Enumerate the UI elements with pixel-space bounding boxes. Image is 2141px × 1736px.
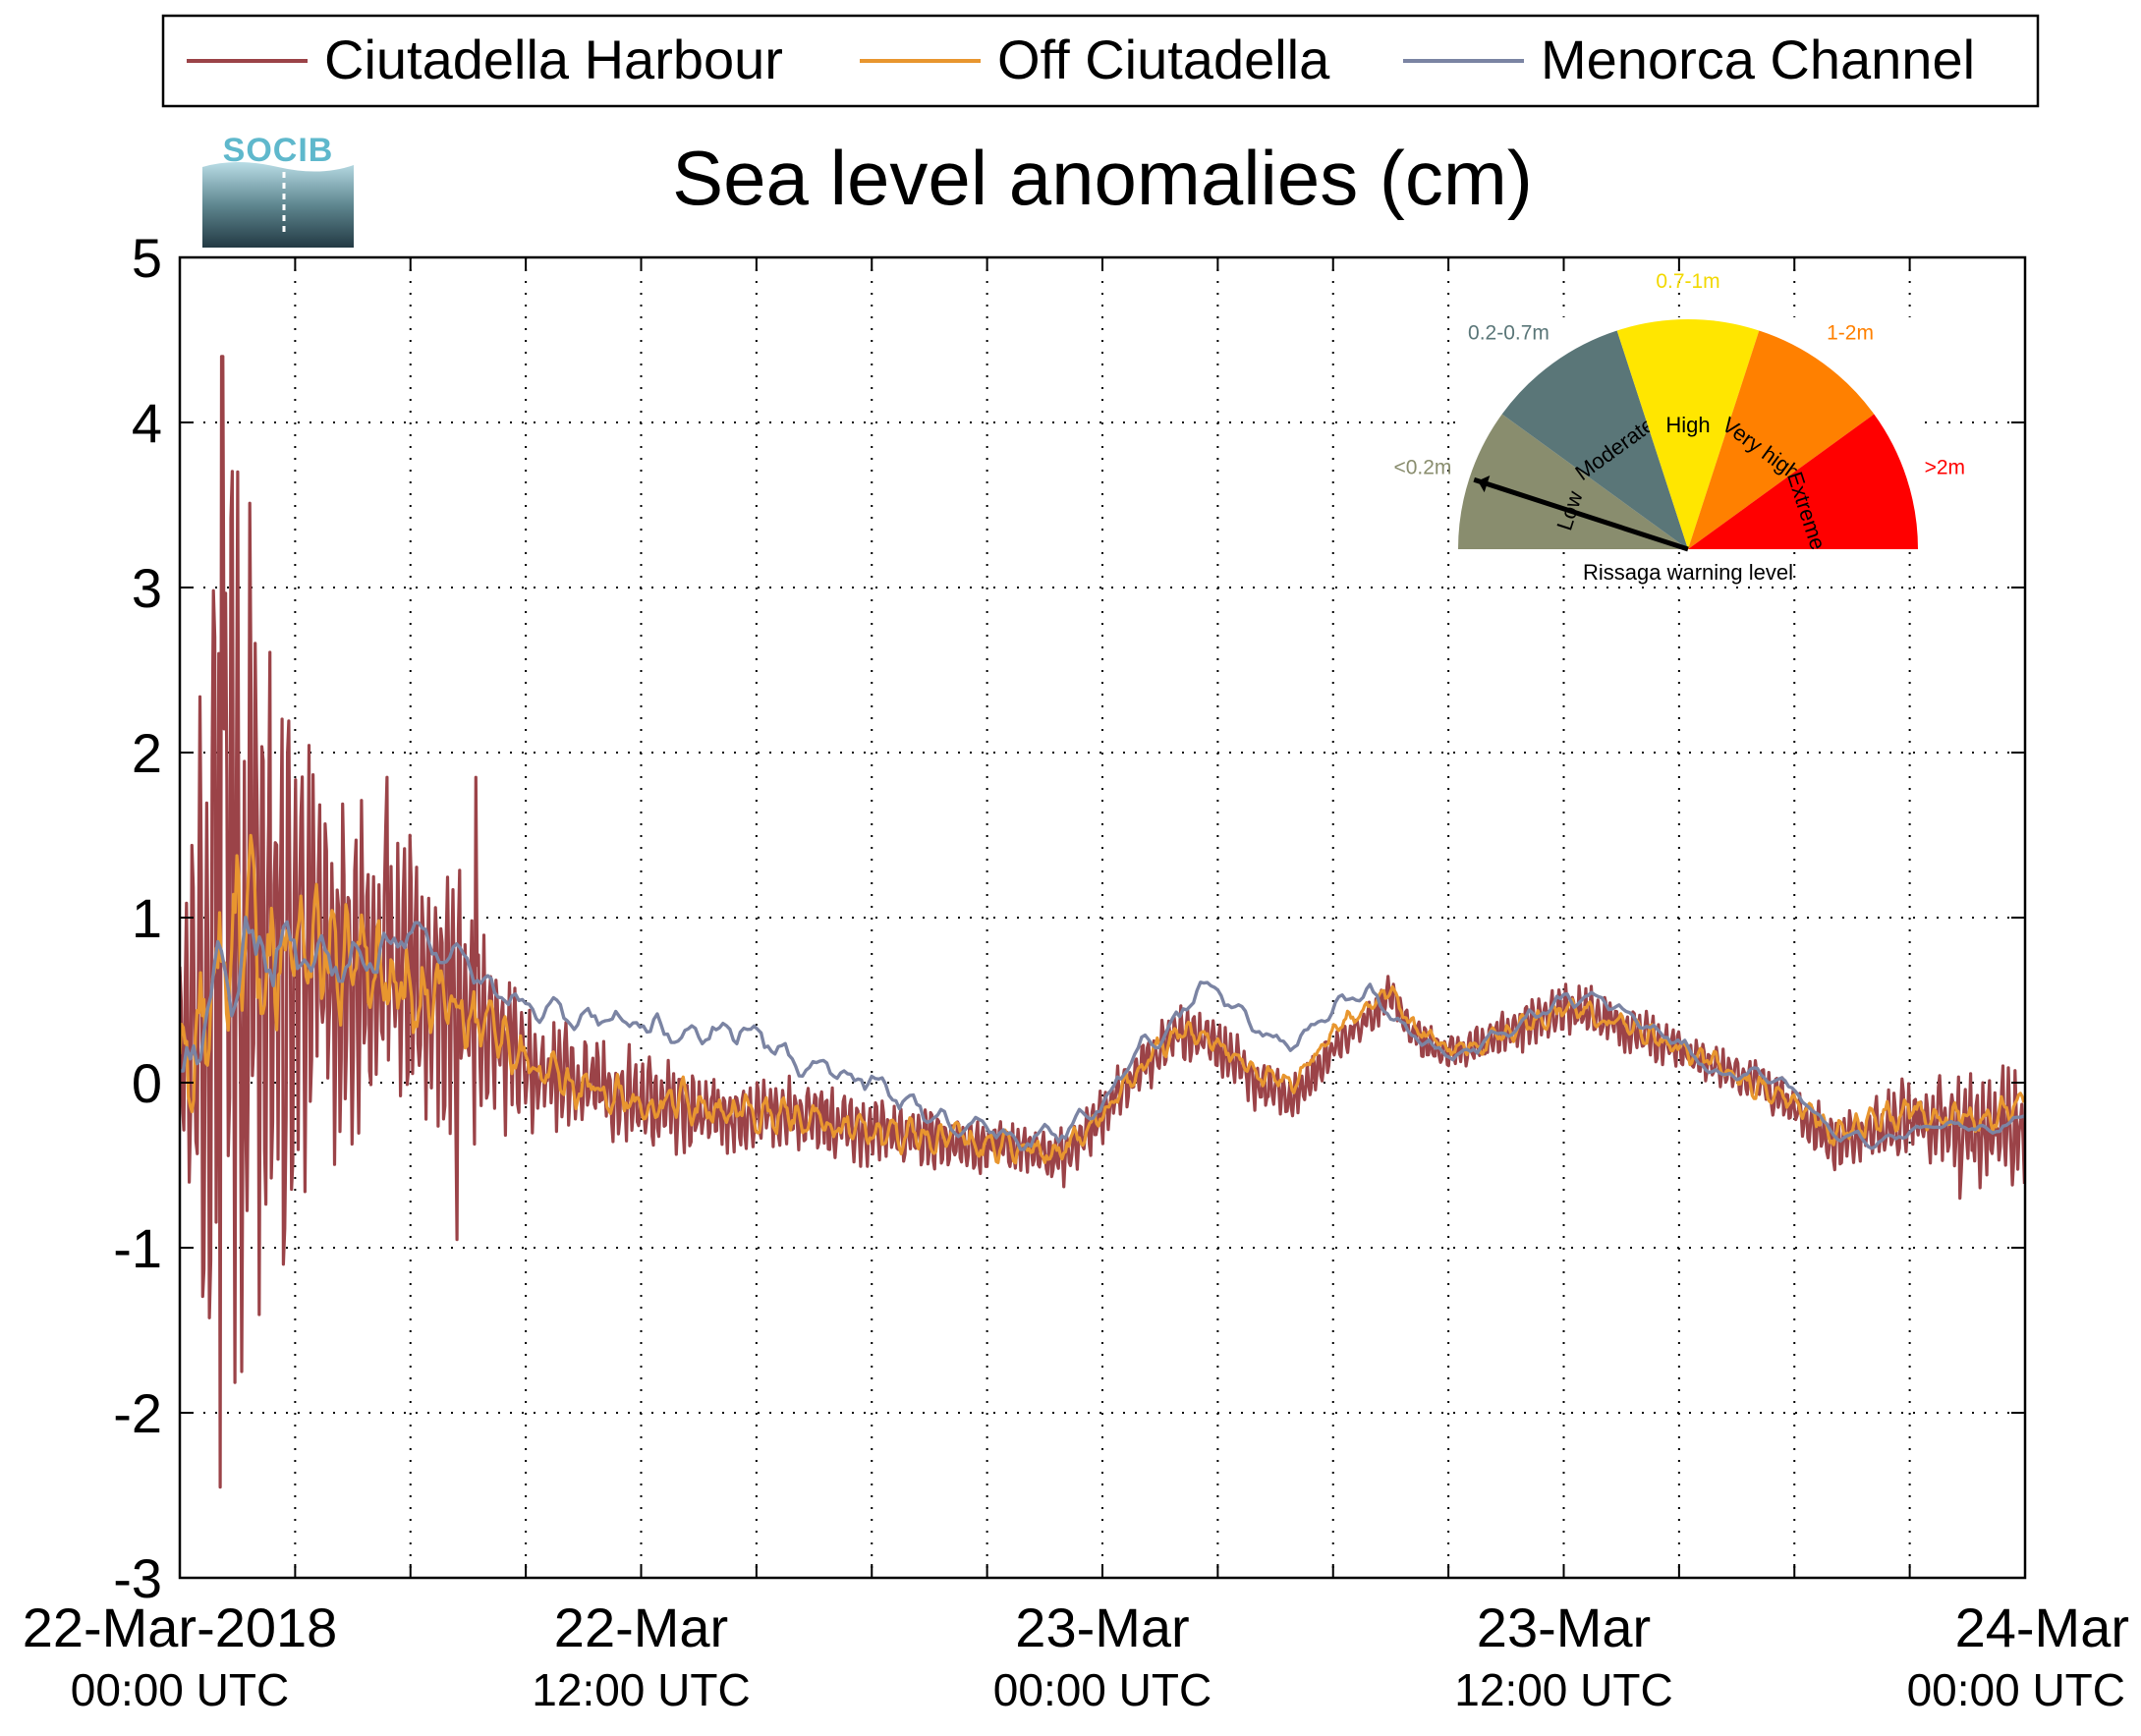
x-tick-label-date: 22-Mar bbox=[554, 1596, 728, 1658]
x-tick-label-date: 24-Mar bbox=[1955, 1596, 2129, 1658]
gauge-range-very-high: 1-2m bbox=[1827, 321, 1874, 344]
gauge-sector-low bbox=[1458, 414, 1688, 549]
x-tick-labels: 22-Mar-2018 00:00 UTC 22-Mar 12:00 UTC 23-Ma… bbox=[23, 1596, 2129, 1715]
gauge-needle bbox=[1473, 476, 1689, 552]
gauge-needle-head bbox=[1478, 476, 1491, 493]
legend-label-ciutadella-harbour: Ciutadella Harbour bbox=[324, 28, 783, 90]
y-tick-label: 2 bbox=[132, 722, 162, 784]
y-tick-label: 4 bbox=[132, 392, 162, 454]
series-line-off-ciutadella bbox=[180, 833, 2025, 1165]
x-tick-label-time: 12:00 UTC bbox=[1454, 1664, 1672, 1715]
legend: Ciutadella Harbour Off Ciutadella Menorc… bbox=[161, 14, 2040, 108]
y-tick-label: 5 bbox=[132, 227, 162, 289]
x-tick-label-date: 23-Mar bbox=[1477, 1596, 1651, 1658]
gauge-sector-very-high bbox=[1688, 330, 1875, 549]
gauge-sector-high bbox=[1616, 319, 1760, 549]
socib-logo: SOCIB bbox=[202, 132, 354, 248]
series-layer bbox=[180, 355, 2025, 1489]
gauge-range-low: <0.2m bbox=[1393, 456, 1451, 478]
y-tick-label: -1 bbox=[113, 1217, 162, 1279]
chart-title: Sea level anomalies (cm) bbox=[672, 135, 1533, 221]
series-line-menorca-channel bbox=[180, 915, 2025, 1151]
y-tick-label: 0 bbox=[132, 1052, 162, 1114]
legend-box bbox=[161, 14, 2040, 108]
gauge-label-high: High bbox=[1665, 413, 1710, 437]
x-tick-label-time: 12:00 UTC bbox=[532, 1664, 750, 1715]
gauge-range-high: 0.7-1m bbox=[1656, 270, 1719, 293]
x-tick-label-date: 23-Mar bbox=[1015, 1596, 1189, 1658]
y-tick-label: 1 bbox=[132, 887, 162, 949]
y-tick-label: -2 bbox=[113, 1382, 162, 1444]
x-tick-label-time: 00:00 UTC bbox=[993, 1664, 1211, 1715]
gauge-caption: Rissaga warning level bbox=[1583, 560, 1793, 585]
y-tick-label: -3 bbox=[113, 1547, 162, 1609]
y-tick-label: 3 bbox=[132, 557, 162, 619]
gauge-sector-extreme bbox=[1688, 414, 1918, 549]
x-tick-label-time: 00:00 UTC bbox=[1907, 1664, 2125, 1715]
x-tick-label-time: 00:00 UTC bbox=[71, 1664, 289, 1715]
gauge-range-extreme: >2m bbox=[1925, 456, 1965, 478]
legend-label-off-ciutadella: Off Ciutadella bbox=[997, 28, 1330, 90]
y-tick-labels: -3 -2 -1 0 1 2 3 4 5 bbox=[113, 227, 162, 1609]
legend-label-menorca-channel: Menorca Channel bbox=[1541, 28, 1975, 90]
gauge-range-moderate: 0.2-0.7m bbox=[1468, 321, 1549, 344]
x-tick-label-date: 22-Mar-2018 bbox=[23, 1596, 338, 1658]
gauge-sector-moderate bbox=[1501, 330, 1688, 549]
axis-ticks bbox=[179, 256, 2026, 1579]
socib-logo-wave bbox=[202, 162, 354, 248]
